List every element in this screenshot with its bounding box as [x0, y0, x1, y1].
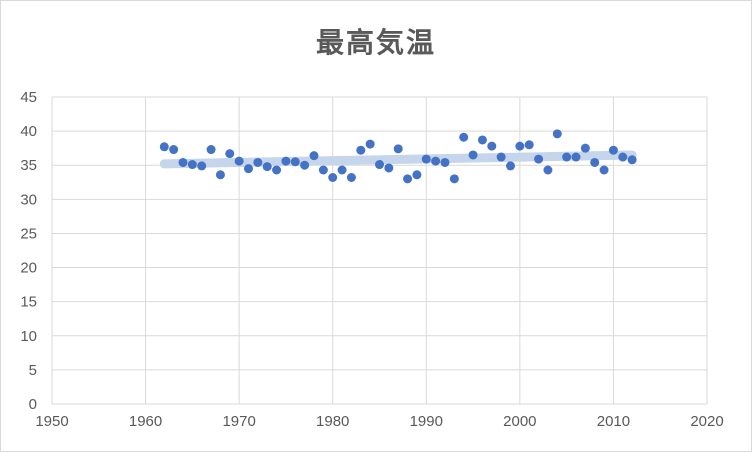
data-point	[244, 164, 253, 174]
data-point	[309, 151, 319, 161]
data-point	[337, 165, 347, 175]
data-point	[534, 154, 544, 164]
data-point	[328, 173, 338, 183]
data-point	[215, 170, 225, 180]
x-tick-label: 2000	[503, 413, 536, 430]
data-point	[524, 140, 534, 150]
x-tick-label: 1960	[129, 413, 162, 430]
x-tick-label: 2010	[597, 413, 630, 430]
data-point	[403, 174, 413, 184]
data-point	[580, 143, 590, 153]
y-tick-label: 45	[20, 89, 37, 106]
data-point	[300, 160, 310, 170]
data-point	[412, 170, 422, 180]
data-point	[169, 145, 179, 155]
data-point	[618, 152, 628, 162]
data-point	[281, 156, 291, 166]
x-tick-label: 1980	[316, 413, 349, 430]
y-tick-label: 25	[20, 225, 37, 242]
data-point	[496, 152, 506, 162]
data-point	[272, 165, 282, 175]
data-point	[431, 156, 441, 166]
data-point	[449, 174, 459, 184]
data-point	[206, 145, 216, 155]
data-point	[543, 165, 553, 175]
data-point	[318, 165, 328, 175]
data-point	[225, 149, 235, 159]
data-point	[459, 132, 469, 142]
data-point	[468, 150, 478, 160]
data-point	[384, 163, 394, 173]
data-point	[234, 156, 244, 166]
y-axis-ticks: 0 5 10 15 20 25 30 35 40 45	[20, 89, 37, 413]
data-point	[515, 141, 525, 151]
y-tick-label: 5	[29, 362, 37, 379]
data-point	[599, 165, 609, 175]
data-point	[187, 160, 197, 170]
grid-lines	[51, 96, 708, 405]
data-point	[375, 160, 384, 170]
data-point	[262, 162, 272, 172]
x-tick-label: 1970	[222, 413, 255, 430]
data-point	[506, 161, 515, 171]
y-tick-label: 35	[20, 157, 37, 174]
data-point	[159, 142, 169, 152]
data-point	[290, 157, 300, 167]
x-tick-label: 2020	[690, 413, 723, 430]
data-point	[477, 135, 487, 145]
x-tick-label: 1950	[35, 413, 68, 430]
data-point	[253, 157, 263, 167]
data-point	[608, 145, 618, 155]
x-tick-label: 1990	[410, 413, 443, 430]
data-point	[562, 152, 572, 162]
data-point	[440, 157, 450, 167]
data-point	[393, 144, 403, 154]
y-tick-label: 20	[20, 260, 37, 277]
data-point	[421, 154, 431, 164]
data-point	[552, 129, 562, 139]
data-point	[590, 157, 600, 167]
data-point	[178, 157, 188, 167]
y-tick-label: 10	[20, 328, 37, 345]
data-point	[627, 155, 637, 165]
data-point	[197, 161, 207, 171]
data-point	[365, 139, 375, 149]
y-tick-label: 0	[29, 396, 37, 413]
data-point	[346, 173, 356, 183]
x-axis-ticks: 1950 1960 1970 1980 1990 2000 2010 2020	[35, 413, 723, 430]
data-point	[571, 152, 581, 162]
trendline	[159, 150, 637, 169]
data-point	[487, 141, 497, 151]
data-points	[159, 129, 637, 184]
trendline-group	[159, 150, 637, 169]
data-point	[356, 145, 366, 155]
chart-title: 最高気温	[315, 26, 436, 59]
y-tick-label: 40	[20, 123, 37, 140]
y-tick-label: 15	[20, 294, 37, 311]
y-tick-label: 30	[20, 191, 37, 208]
